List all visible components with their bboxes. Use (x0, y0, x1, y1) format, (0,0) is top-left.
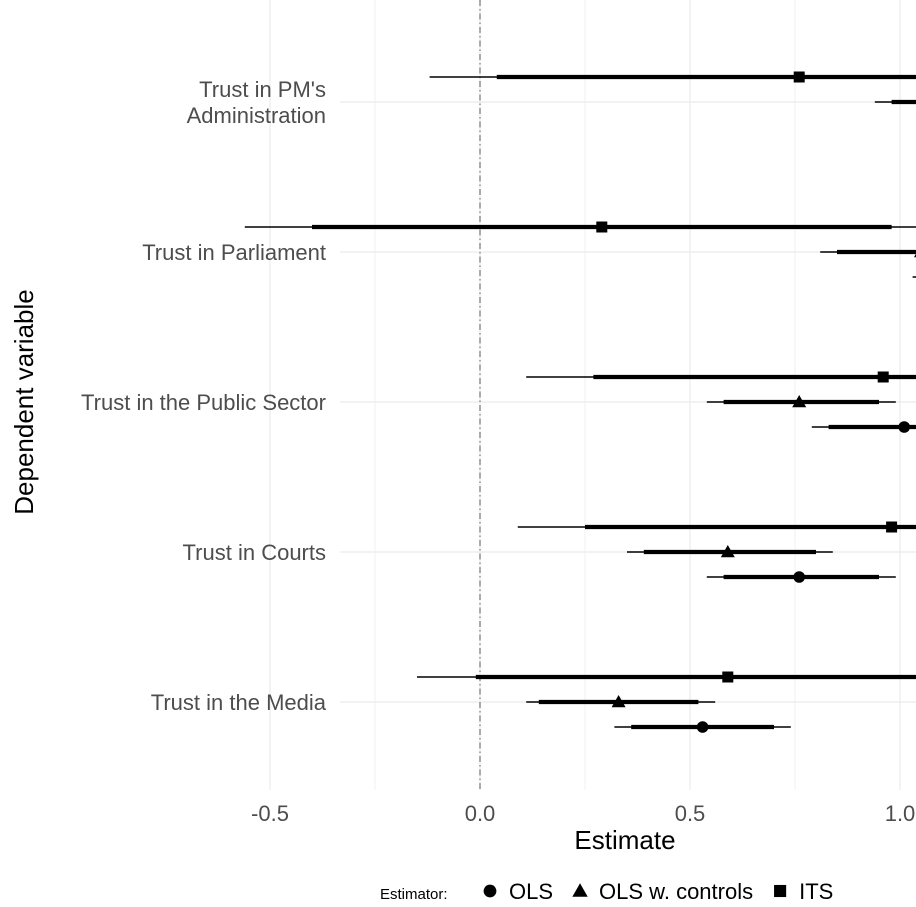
legend-key (483, 884, 497, 898)
category-label: Trust in the Media (151, 690, 327, 715)
point-estimate (611, 695, 626, 708)
point-estimate (886, 521, 898, 533)
category-label: Trust in Courts (183, 540, 326, 565)
category-label: Trust in Parliament (142, 240, 326, 265)
series-its (244, 71, 916, 683)
legend-key (774, 884, 787, 898)
point-estimate (877, 371, 889, 383)
category-label: Administration (187, 103, 326, 128)
x-tick-label: 0.5 (675, 801, 706, 826)
legend: Estimator: OLS OLS w. controls ITS (380, 879, 833, 904)
x-tick-label: 0.0 (465, 801, 496, 826)
x-tick-label: -0.5 (251, 801, 289, 826)
category-label: Trust in the Public Sector (81, 390, 326, 415)
y-axis-title: Dependent variable (9, 289, 39, 515)
point-estimate (722, 671, 734, 683)
grid (269, 0, 916, 790)
series-ols-w-controls (526, 99, 916, 708)
point-estimate (792, 395, 807, 408)
x-axis-title: Estimate (574, 825, 675, 855)
category-label: Trust in PM's (199, 77, 326, 102)
point-estimate (720, 545, 735, 558)
point-estimate (793, 571, 805, 583)
legend-title: Estimator: (380, 886, 448, 903)
legend-label: OLS (509, 879, 553, 904)
point-estimate (596, 221, 608, 233)
legend-label: OLS w. controls (599, 879, 753, 904)
point-estimate (898, 421, 910, 433)
point-estimate (793, 71, 805, 83)
series-ols (614, 276, 916, 733)
legend-label: ITS (799, 879, 833, 904)
estimates (244, 71, 916, 733)
x-axis-ticks: -0.50.00.51.01.52.0 (251, 801, 916, 826)
legend-key (572, 883, 588, 897)
x-tick-label: 1.0 (885, 801, 916, 826)
point-estimate (696, 721, 709, 733)
